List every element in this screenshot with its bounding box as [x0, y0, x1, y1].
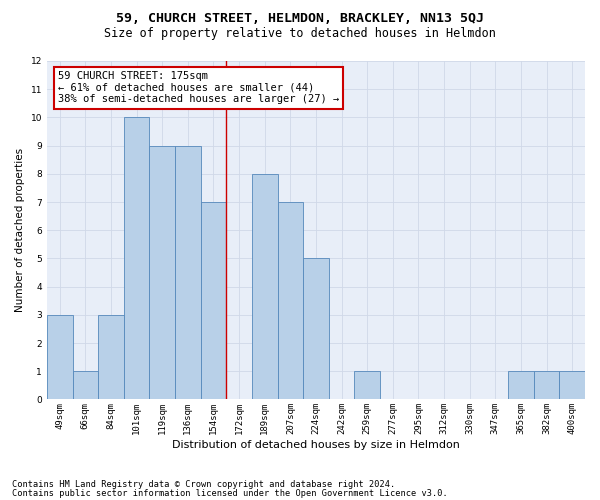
X-axis label: Distribution of detached houses by size in Helmdon: Distribution of detached houses by size … — [172, 440, 460, 450]
Bar — [73, 371, 98, 400]
Bar — [175, 146, 200, 400]
Bar — [508, 371, 534, 400]
Bar — [534, 371, 559, 400]
Bar — [47, 315, 73, 400]
Bar — [98, 315, 124, 400]
Bar — [355, 371, 380, 400]
Text: Size of property relative to detached houses in Helmdon: Size of property relative to detached ho… — [104, 28, 496, 40]
Bar — [559, 371, 585, 400]
Text: 59, CHURCH STREET, HELMDON, BRACKLEY, NN13 5QJ: 59, CHURCH STREET, HELMDON, BRACKLEY, NN… — [116, 12, 484, 26]
Text: 59 CHURCH STREET: 175sqm
← 61% of detached houses are smaller (44)
38% of semi-d: 59 CHURCH STREET: 175sqm ← 61% of detach… — [58, 71, 339, 104]
Text: Contains public sector information licensed under the Open Government Licence v3: Contains public sector information licen… — [12, 488, 448, 498]
Bar — [278, 202, 303, 400]
Bar — [124, 118, 149, 400]
Bar — [149, 146, 175, 400]
Text: Contains HM Land Registry data © Crown copyright and database right 2024.: Contains HM Land Registry data © Crown c… — [12, 480, 395, 489]
Bar — [200, 202, 226, 400]
Y-axis label: Number of detached properties: Number of detached properties — [15, 148, 25, 312]
Bar — [303, 258, 329, 400]
Bar — [252, 174, 278, 400]
